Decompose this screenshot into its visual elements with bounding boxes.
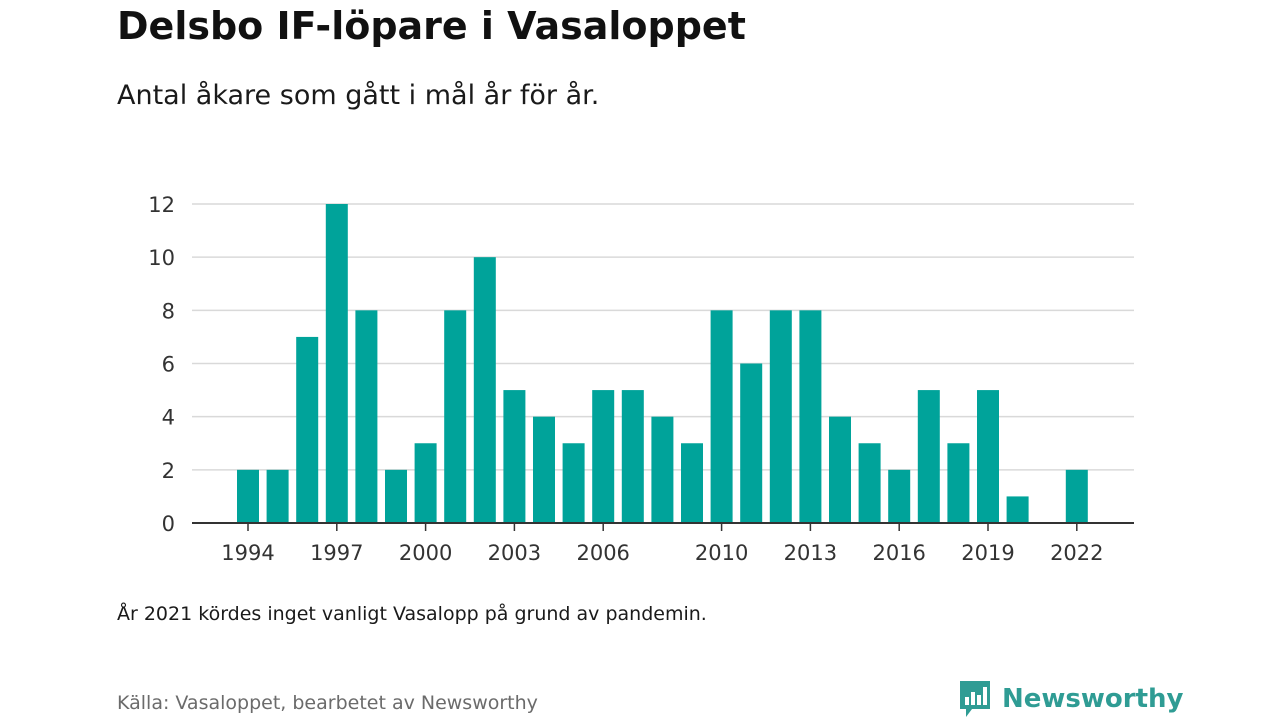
bar-2010 bbox=[710, 310, 733, 523]
bar-2009 bbox=[681, 443, 703, 523]
bar-2002 bbox=[473, 257, 496, 523]
bar-2018 bbox=[947, 443, 970, 523]
x-tick-label-2016: 2016 bbox=[872, 541, 925, 565]
x-tick-label-2019: 2019 bbox=[961, 541, 1014, 565]
bar-2005 bbox=[562, 443, 585, 523]
x-tick-label-2000: 2000 bbox=[399, 541, 452, 565]
x-tick-label-2010: 2010 bbox=[695, 541, 748, 565]
bar-2020 bbox=[1006, 496, 1029, 523]
bars bbox=[237, 204, 1088, 523]
y-tick-label-2: 2 bbox=[162, 459, 175, 483]
chart-title: Delsbo IF-löpare i Vasaloppet bbox=[117, 4, 746, 48]
y-tick-label-8: 8 bbox=[162, 299, 175, 323]
bar-2003 bbox=[503, 390, 526, 523]
bar-1999 bbox=[385, 469, 407, 523]
bar-2022 bbox=[1065, 469, 1088, 523]
bar-2004 bbox=[533, 416, 555, 523]
bar-2011 bbox=[740, 363, 763, 523]
y-tick-label-0: 0 bbox=[162, 512, 175, 536]
newsworthy-logo-icon bbox=[960, 681, 990, 717]
y-tick-label-4: 4 bbox=[162, 406, 175, 430]
y-tick-label-10: 10 bbox=[148, 246, 175, 270]
bar-2015 bbox=[858, 443, 881, 523]
bar-2012 bbox=[769, 310, 792, 523]
bar-2014 bbox=[829, 416, 851, 523]
chart-note: År 2021 kördes inget vanligt Vasalopp på… bbox=[117, 603, 707, 625]
x-tick-label-1997: 1997 bbox=[310, 541, 363, 565]
bar-1998 bbox=[355, 310, 378, 523]
x-tick-label-2003: 2003 bbox=[488, 541, 541, 565]
source-text: Källa: Vasaloppet, bearbetet av Newswort… bbox=[117, 692, 538, 714]
x-tick-label-2013: 2013 bbox=[784, 541, 837, 565]
x-tick-label-2022: 2022 bbox=[1050, 541, 1103, 565]
y-tick-label-6: 6 bbox=[162, 353, 175, 377]
bar-2013 bbox=[799, 310, 822, 523]
bar-2008 bbox=[651, 416, 674, 523]
brand-name: Newsworthy bbox=[1002, 684, 1184, 714]
bar-2001 bbox=[444, 310, 467, 523]
bar-2007 bbox=[621, 390, 644, 523]
bar-1994 bbox=[237, 469, 259, 523]
bar-2006 bbox=[592, 390, 615, 523]
bar-1995 bbox=[266, 469, 289, 523]
x-tick-label-1994: 1994 bbox=[221, 541, 274, 565]
bar-1997 bbox=[325, 204, 348, 523]
axes: 0 2 4 6 8 10 12 1994 1997 2000 2003 2006 2010 2013 201… bbox=[148, 193, 1134, 565]
bar-2017 bbox=[917, 390, 940, 523]
bar-2019 bbox=[977, 390, 999, 523]
newsworthy-logo[interactable]: Newsworthy bbox=[958, 679, 1183, 719]
bar-1996 bbox=[296, 336, 319, 523]
bar-2016 bbox=[888, 469, 911, 523]
chart-subtitle: Antal åkare som gått i mål år för år. bbox=[117, 80, 600, 111]
x-tick-label-2006: 2006 bbox=[576, 541, 629, 565]
bar-2000 bbox=[414, 443, 437, 523]
y-tick-label-12: 12 bbox=[148, 193, 175, 217]
